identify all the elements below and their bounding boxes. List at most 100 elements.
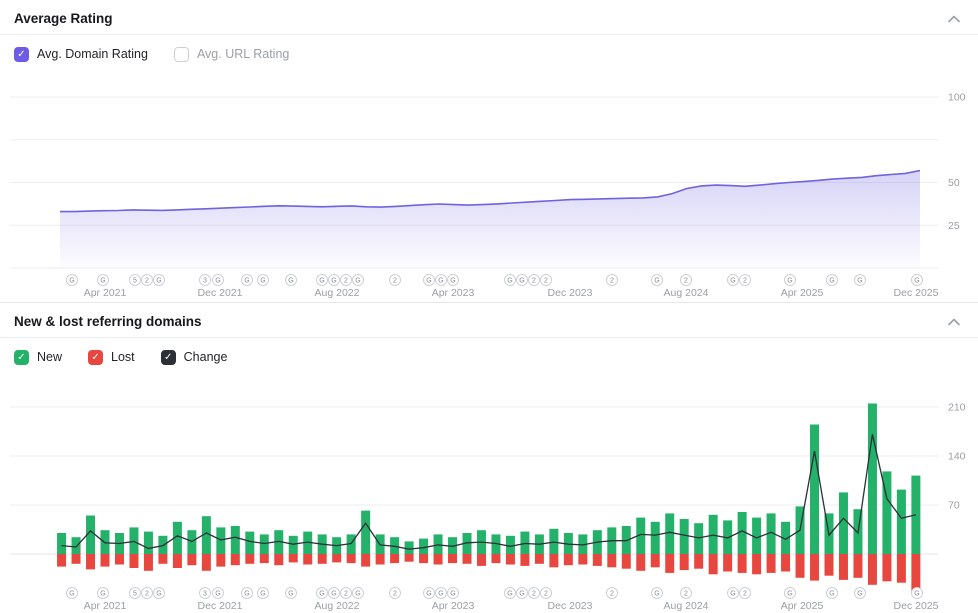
svg-text:Aug 2022: Aug 2022: [315, 600, 360, 612]
svg-text:5: 5: [133, 278, 137, 285]
svg-text:70: 70: [948, 500, 960, 512]
svg-text:2: 2: [393, 278, 397, 285]
svg-text:2: 2: [145, 278, 149, 285]
svg-text:G: G: [438, 278, 443, 285]
svg-text:Apr 2021: Apr 2021: [84, 600, 127, 612]
svg-text:G: G: [654, 278, 659, 285]
collapse-average-rating-button[interactable]: [944, 9, 964, 28]
svg-text:G: G: [244, 591, 249, 598]
svg-text:G: G: [829, 278, 834, 285]
svg-text:G: G: [519, 591, 524, 598]
svg-text:Apr 2025: Apr 2025: [781, 287, 824, 299]
new-lost-title: New & lost referring domains: [14, 313, 202, 329]
average-rating-panel: Average Rating ✓ Avg. Domain Rating Avg.…: [0, 0, 978, 302]
svg-text:G: G: [260, 278, 265, 285]
legend-avg-url-rating[interactable]: Avg. URL Rating: [173, 46, 290, 62]
checkbox-change[interactable]: ✓: [160, 349, 176, 365]
svg-text:2: 2: [684, 278, 688, 285]
svg-text:Dec 2023: Dec 2023: [548, 287, 593, 299]
new-lost-header: New & lost referring domains: [0, 303, 978, 338]
legend-label-change: Change: [183, 350, 228, 364]
svg-text:Aug 2022: Aug 2022: [315, 287, 360, 299]
svg-text:2: 2: [532, 591, 536, 598]
svg-text:100: 100: [948, 92, 966, 104]
svg-text:2: 2: [684, 591, 688, 598]
checkbox-avg-domain-rating[interactable]: ✓: [14, 46, 29, 62]
new-lost-referring-domains-panel: New & lost referring domains ✓ New ✓ Los…: [0, 302, 978, 613]
svg-text:G: G: [100, 591, 105, 598]
svg-text:G: G: [857, 591, 862, 598]
average-rating-header: Average Rating: [0, 0, 978, 35]
svg-text:G: G: [857, 278, 862, 285]
svg-text:G: G: [215, 591, 220, 598]
checkbox-avg-url-rating[interactable]: [173, 46, 189, 62]
svg-text:Dec 2025: Dec 2025: [894, 600, 939, 612]
svg-text:G: G: [654, 591, 659, 598]
svg-text:2: 2: [544, 278, 548, 285]
svg-text:G: G: [438, 591, 443, 598]
svg-text:Dec 2023: Dec 2023: [548, 600, 593, 612]
svg-text:Apr 2021: Apr 2021: [84, 287, 127, 299]
svg-text:G: G: [829, 591, 834, 598]
svg-text:G: G: [355, 591, 360, 598]
svg-text:2: 2: [344, 591, 348, 598]
svg-text:210: 210: [948, 402, 966, 414]
svg-text:Aug 2024: Aug 2024: [664, 600, 709, 612]
svg-text:G: G: [355, 278, 360, 285]
svg-text:2: 2: [532, 278, 536, 285]
new-lost-legend: ✓ New ✓ Lost ✓ Change: [0, 338, 978, 371]
svg-text:Apr 2023: Apr 2023: [432, 600, 475, 612]
svg-text:G: G: [519, 278, 524, 285]
svg-text:G: G: [914, 591, 919, 598]
svg-text:2: 2: [145, 591, 149, 598]
checkbox-lost[interactable]: ✓: [88, 349, 104, 365]
svg-text:2: 2: [743, 278, 747, 285]
svg-text:G: G: [215, 278, 220, 285]
svg-text:G: G: [288, 591, 293, 598]
svg-text:3: 3: [203, 591, 207, 598]
legend-avg-domain-rating[interactable]: ✓ Avg. Domain Rating: [14, 46, 148, 62]
svg-text:Aug 2024: Aug 2024: [664, 287, 709, 299]
svg-text:5: 5: [133, 591, 137, 598]
svg-text:25: 25: [948, 220, 960, 232]
svg-text:G: G: [507, 591, 512, 598]
svg-text:G: G: [260, 591, 265, 598]
svg-text:Apr 2025: Apr 2025: [781, 600, 824, 612]
checkbox-new[interactable]: ✓: [14, 349, 29, 365]
svg-text:2: 2: [544, 591, 548, 598]
svg-text:G: G: [244, 278, 249, 285]
svg-text:2: 2: [393, 591, 397, 598]
legend-new[interactable]: ✓ New: [14, 349, 63, 365]
legend-lost[interactable]: ✓ Lost: [88, 349, 135, 365]
svg-text:G: G: [914, 278, 919, 285]
svg-text:G: G: [288, 278, 293, 285]
svg-text:G: G: [426, 591, 431, 598]
average-rating-legend: ✓ Avg. Domain Rating Avg. URL Rating: [0, 35, 978, 68]
collapse-new-lost-button[interactable]: [944, 312, 964, 331]
svg-text:2: 2: [743, 591, 747, 598]
chevron-up-icon: [948, 11, 960, 26]
legend-label-lost: Lost: [111, 350, 135, 364]
svg-text:G: G: [100, 278, 105, 285]
svg-text:G: G: [730, 591, 735, 598]
svg-text:140: 140: [948, 451, 966, 463]
svg-text:G: G: [730, 278, 735, 285]
svg-text:Dec 2025: Dec 2025: [894, 287, 939, 299]
svg-text:50: 50: [948, 177, 960, 189]
svg-text:G: G: [507, 278, 512, 285]
svg-text:Apr 2023: Apr 2023: [432, 287, 475, 299]
average-rating-title: Average Rating: [14, 10, 113, 26]
svg-text:G: G: [787, 591, 792, 598]
svg-text:G: G: [331, 278, 336, 285]
svg-text:G: G: [69, 591, 74, 598]
svg-text:2: 2: [610, 278, 614, 285]
svg-text:G: G: [319, 278, 324, 285]
legend-change[interactable]: ✓ Change: [160, 349, 228, 365]
legend-label-avg-url-rating: Avg. URL Rating: [196, 47, 290, 61]
chevron-up-icon: [948, 314, 960, 329]
svg-text:G: G: [69, 278, 74, 285]
svg-text:2: 2: [344, 278, 348, 285]
legend-label-new: New: [37, 350, 63, 364]
